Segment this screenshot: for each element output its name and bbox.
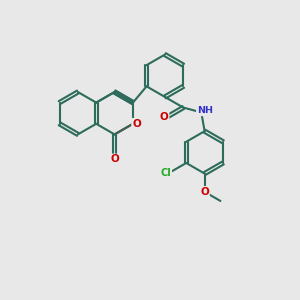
Text: O: O [160,112,169,122]
Text: O: O [200,187,209,197]
Text: NH: NH [197,106,213,116]
Text: Cl: Cl [160,167,171,178]
Text: O: O [110,154,119,164]
Text: O: O [132,119,141,129]
